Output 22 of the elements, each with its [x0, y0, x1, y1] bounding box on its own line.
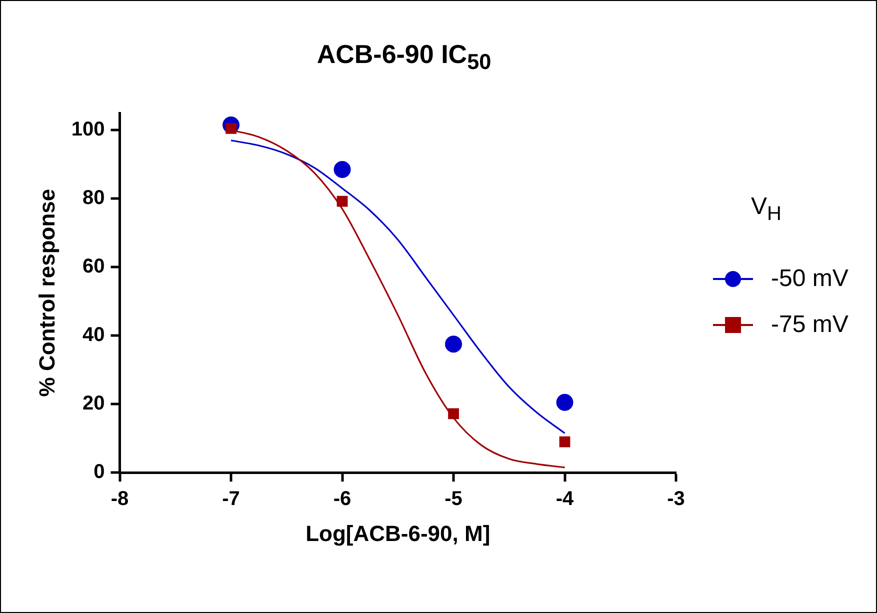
x-tick-label: -5 — [444, 488, 462, 510]
legend-title: V$_{H}$ — [751, 193, 782, 226]
legend-label: -50 mV — [771, 264, 848, 293]
y-tick-label: 60 — [82, 256, 105, 278]
y-tick-label: 100 — [71, 118, 105, 141]
x-tick-label: -7 — [222, 488, 240, 510]
y-tick-label: 80 — [82, 187, 105, 210]
y-tick-label: 40 — [82, 324, 105, 346]
chart-title: ACB-6-90 IC$_{50}$ — [316, 39, 492, 76]
point — [559, 436, 570, 448]
point — [556, 394, 574, 411]
x-axis-title: Log[ACB-6-90, M] — [306, 520, 490, 546]
point — [445, 336, 462, 353]
y-tick-label: 20 — [82, 392, 105, 415]
x-tick-label: -8 — [110, 488, 129, 510]
y-tick-label: 0 — [94, 461, 105, 484]
point — [334, 161, 351, 178]
x-tick-label: -3 — [667, 488, 685, 510]
legend-label: -75 mV — [771, 310, 848, 339]
x-tick-label: -4 — [556, 488, 575, 510]
x-tick-label: -6 — [333, 488, 352, 510]
y-axis-title: % Control response — [34, 188, 60, 397]
